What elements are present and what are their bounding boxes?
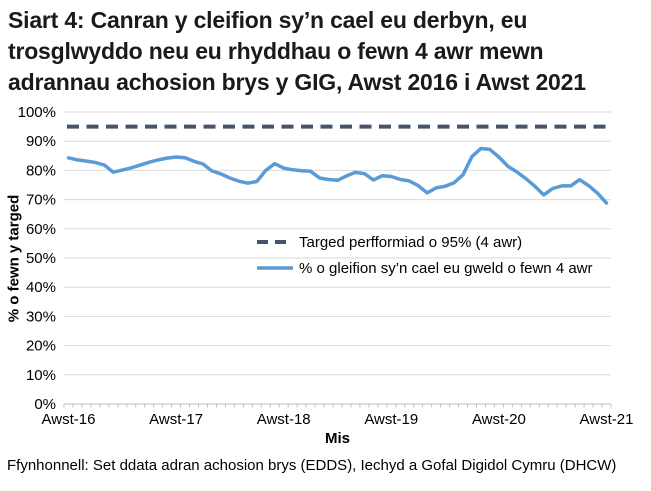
- gridlines: [64, 111, 611, 405]
- solid-line-icon: [257, 266, 293, 270]
- x-axis-title: Mis: [324, 430, 350, 447]
- y-tick-label: 60%: [26, 221, 56, 238]
- dashed-line-icon: [257, 240, 293, 244]
- x-tick-label: Awst-19: [364, 411, 418, 428]
- y-axis-title: % o fewn y targed: [5, 194, 23, 322]
- y-axis-tick-labels: 0% 10% 20% 30% 40% 50% 60% 70% 80% 90% 100%: [18, 104, 56, 413]
- y-tick-label: 0%: [34, 396, 56, 413]
- y-tick-label: 50%: [26, 250, 56, 267]
- y-tick-label: 30%: [26, 308, 56, 325]
- chart-title: Siart 4: Canran y cleifion sy’n cael eu …: [8, 5, 651, 98]
- x-tick-label: Awst-20: [472, 411, 526, 428]
- x-tick-label: Awst-17: [149, 411, 203, 428]
- chart-title-line-1: Siart 4: Canran y cleifion sy’n cael eu …: [8, 7, 528, 33]
- data-line: [66, 146, 609, 205]
- y-tick-label: 70%: [26, 192, 56, 209]
- x-axis-tick-labels: Awst-16 Awst-17 Awst-18 Awst-19 Awst-20 Awst-…: [42, 411, 634, 428]
- legend-label-series: % o gleifion sy’n cael eu gweld o fewn 4…: [299, 259, 593, 277]
- y-tick-label: 90%: [26, 133, 56, 150]
- x-axis-ticks: [63, 404, 612, 408]
- legend: Targed perfformiad o 95% (4 awr) % o gle…: [256, 229, 593, 281]
- legend-label-target: Targed perfformiad o 95% (4 awr): [299, 233, 523, 251]
- y-tick-label: 20%: [26, 338, 56, 355]
- y-tick-label: 10%: [26, 367, 56, 384]
- y-tick-label: 40%: [26, 279, 56, 296]
- x-tick-label: Awst-18: [257, 411, 311, 428]
- y-tick-label: 100%: [18, 104, 56, 121]
- chart-title-line-3: adrannau achosion brys y GIG, Awst 2016 …: [8, 69, 586, 95]
- source-note: Ffynhonnell: Set ddata adran achosion br…: [7, 457, 617, 474]
- legend-item-target: Targed perfformiad o 95% (4 awr): [256, 229, 593, 255]
- chart-title-line-2: trosglwyddo neu eu rhyddhau o fewn 4 awr…: [8, 38, 544, 64]
- y-tick-label: 80%: [26, 162, 56, 179]
- legend-item-series: % o gleifion sy’n cael eu gweld o fewn 4…: [256, 255, 593, 281]
- x-tick-label: Awst-16: [42, 411, 96, 428]
- x-tick-label: Awst-21: [580, 411, 634, 428]
